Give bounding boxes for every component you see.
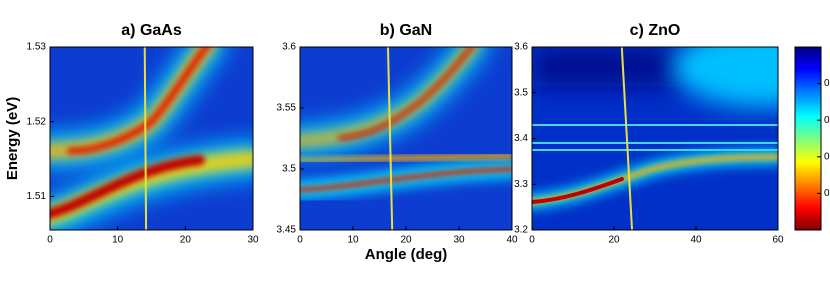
x-tick-label: 40	[690, 235, 702, 246]
panel-title: c) ZnO	[630, 22, 681, 39]
y-tick-label: 3.3	[514, 179, 528, 190]
colorbar-tick-label: 0.2	[824, 188, 830, 199]
y-tick-label: 3.4	[514, 133, 528, 144]
x-tick-label: 60	[772, 235, 784, 246]
panel-title: a) GaAs	[121, 22, 182, 39]
x-tick-label: 30	[247, 235, 259, 246]
x-tick-label: 20	[180, 235, 192, 246]
marker-line	[620, 46, 634, 231]
y-tick-label: 1.53	[27, 42, 47, 53]
y-tick-label: 3.45	[277, 225, 297, 236]
marker-line	[143, 46, 148, 231]
panel-title: b) GaN	[380, 22, 432, 39]
x-tick-label: 0	[297, 235, 303, 246]
plot-frame	[49, 46, 254, 231]
marker-line	[386, 46, 394, 231]
heatmap-b	[300, 47, 512, 230]
x-tick-label: 40	[506, 235, 518, 246]
colorbar	[794, 46, 822, 231]
y-tick-label: 1.51	[27, 191, 47, 202]
x-tick-label: 20	[400, 235, 412, 246]
x-tick-label: 20	[608, 235, 620, 246]
x-axis-label: Angle (deg)	[365, 246, 448, 263]
heatmap-a	[50, 47, 253, 230]
y-axis-label: Energy (eV)	[4, 97, 21, 180]
y-tick-label: 3.55	[277, 103, 297, 114]
x-tick-label: 0	[529, 235, 535, 246]
y-tick-label: 3.6	[282, 42, 296, 53]
y-tick-label: 3.5	[514, 87, 528, 98]
y-tick-label: 3.2	[514, 225, 528, 236]
y-tick-label: 3.6	[514, 42, 528, 53]
x-tick-label: 10	[347, 235, 359, 246]
y-tick-label: 3.5	[282, 164, 296, 175]
colorbar-tick-label: 0.4	[824, 151, 830, 162]
y-tick-label: 1.52	[27, 116, 47, 127]
colorbar-tick-label: 0.8	[824, 78, 830, 89]
x-tick-label: 0	[47, 235, 53, 246]
colorbar-tick-label: 0.6	[824, 115, 830, 126]
x-tick-label: 30	[453, 235, 465, 246]
x-tick-label: 10	[112, 235, 124, 246]
heatmap-c	[532, 47, 778, 230]
